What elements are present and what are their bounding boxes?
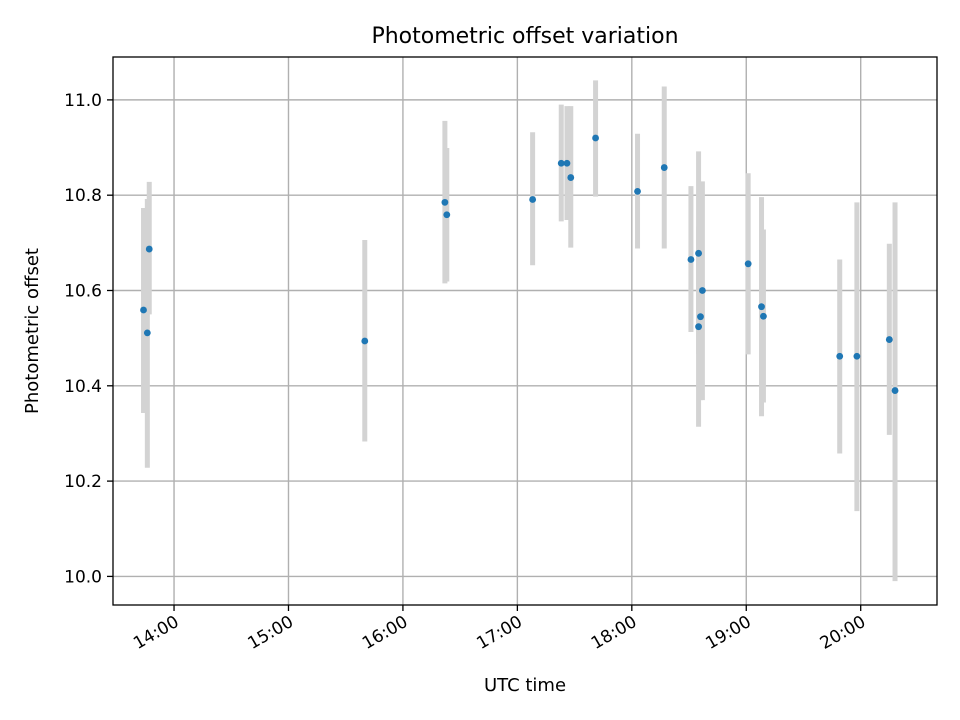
data-point — [760, 312, 767, 320]
x-tick-label: 14:00 — [130, 612, 182, 654]
data-point — [557, 159, 565, 167]
plot-frame — [112, 56, 938, 606]
data-point — [145, 245, 153, 253]
data-point — [140, 306, 147, 314]
x-tick-label: 16:00 — [359, 612, 411, 654]
data-point — [563, 159, 571, 167]
data-point — [695, 249, 702, 257]
data-point — [697, 313, 704, 321]
x-tick-label: 20:00 — [817, 612, 869, 654]
x-tick-label: 18:00 — [588, 612, 640, 654]
data-points — [140, 134, 899, 394]
data-point — [885, 336, 893, 343]
y-tick-label: 10.0 — [64, 567, 102, 587]
data-point — [698, 287, 706, 294]
data-point — [143, 329, 151, 337]
y-tick-label: 10.8 — [64, 186, 102, 206]
data-point — [695, 323, 702, 331]
chart-title: Photometric offset variation — [371, 24, 678, 49]
grid-lines — [113, 57, 937, 605]
data-point — [744, 260, 752, 268]
y-tick-label: 10.6 — [64, 281, 102, 301]
x-tick-label: 17:00 — [473, 612, 525, 654]
data-point — [361, 337, 369, 345]
y-axis-ticks: 10.0 10.2 10.4 10.6 10.8 11.0 — [64, 91, 113, 587]
data-point — [758, 303, 765, 311]
data-point — [687, 256, 695, 263]
y-axis-label: Photometric offset — [22, 248, 43, 414]
data-point — [836, 352, 844, 360]
data-point — [660, 164, 668, 171]
data-point — [441, 198, 449, 206]
data-point — [592, 134, 599, 142]
x-axis-ticks: 14:00 15:00 16:00 17:00 18:00 19:00 20:00 — [130, 605, 869, 654]
y-tick-label: 10.2 — [64, 472, 102, 492]
x-tick-label: 19:00 — [702, 612, 754, 654]
x-axis-label: UTC time — [484, 675, 566, 696]
y-tick-label: 10.4 — [64, 377, 102, 397]
data-point — [634, 187, 641, 195]
x-tick-label: 15:00 — [245, 612, 297, 654]
data-point — [567, 174, 575, 181]
data-point — [891, 387, 899, 394]
data-point — [529, 196, 537, 203]
error-bars — [141, 80, 898, 582]
data-point — [853, 352, 861, 360]
y-tick-label: 11.0 — [64, 91, 102, 111]
data-point — [443, 211, 451, 219]
